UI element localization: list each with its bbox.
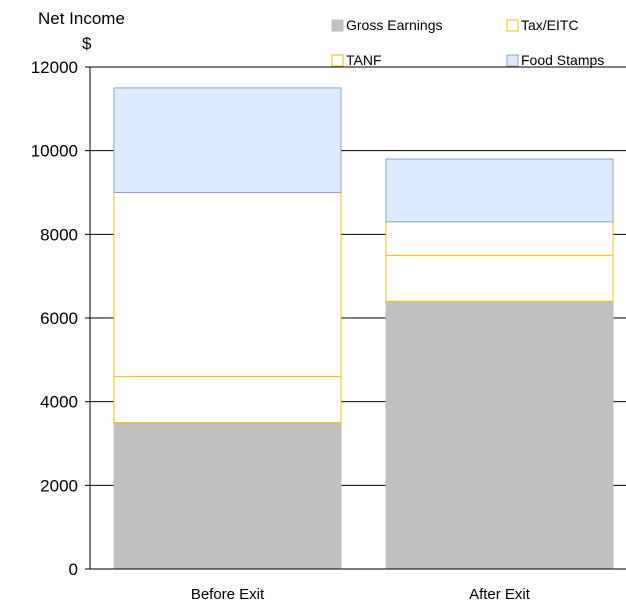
y-tick-label: 0 — [69, 560, 78, 579]
legend-label-tanf: TANF — [346, 52, 382, 68]
bar-segment-food-stamps — [385, 158, 614, 223]
y-tick-label: 6000 — [40, 309, 78, 328]
bar-segment-tax-eitc — [385, 254, 614, 302]
y-axis-unit: $ — [82, 34, 92, 53]
y-tick-label: 4000 — [40, 393, 78, 412]
legend-swatch-gross-earnings — [331, 19, 344, 32]
bar-segment-tax-eitc — [113, 376, 342, 424]
legend-label-gross-earnings: Gross Earnings — [346, 17, 442, 33]
x-tick-label: After Exit — [469, 586, 531, 603]
y-tick-label: 2000 — [40, 476, 78, 495]
legend-label-tax-eitc: Tax/EITC — [521, 17, 579, 33]
y-tick-label: 10000 — [31, 142, 78, 161]
bar-segment-tanf — [113, 192, 342, 378]
bar-segment-food-stamps — [113, 87, 342, 193]
bar-segment-gross-earnings — [385, 300, 614, 570]
y-tick-label: 12000 — [31, 58, 78, 77]
x-tick-label: Before Exit — [191, 586, 265, 603]
legend-swatch-tax-eitc — [506, 19, 519, 32]
bar-segment-gross-earnings — [113, 422, 342, 570]
y-axis-title: Net Income — [38, 9, 125, 28]
legend-label-food-stamps: Food Stamps — [521, 52, 604, 68]
legend: Gross Earnings Tax/EITC TANF Food Stamps — [331, 17, 604, 68]
legend-swatch-food-stamps — [506, 54, 519, 67]
legend-swatch-tanf — [331, 54, 344, 67]
tick-labels: 0 2000 4000 6000 8000 10000 12000 Before Exit Af… — [31, 58, 531, 603]
y-tick-label: 8000 — [40, 225, 78, 244]
bar-segment-tanf — [385, 221, 614, 256]
bar-series — [113, 87, 614, 570]
axes — [85, 66, 626, 570]
